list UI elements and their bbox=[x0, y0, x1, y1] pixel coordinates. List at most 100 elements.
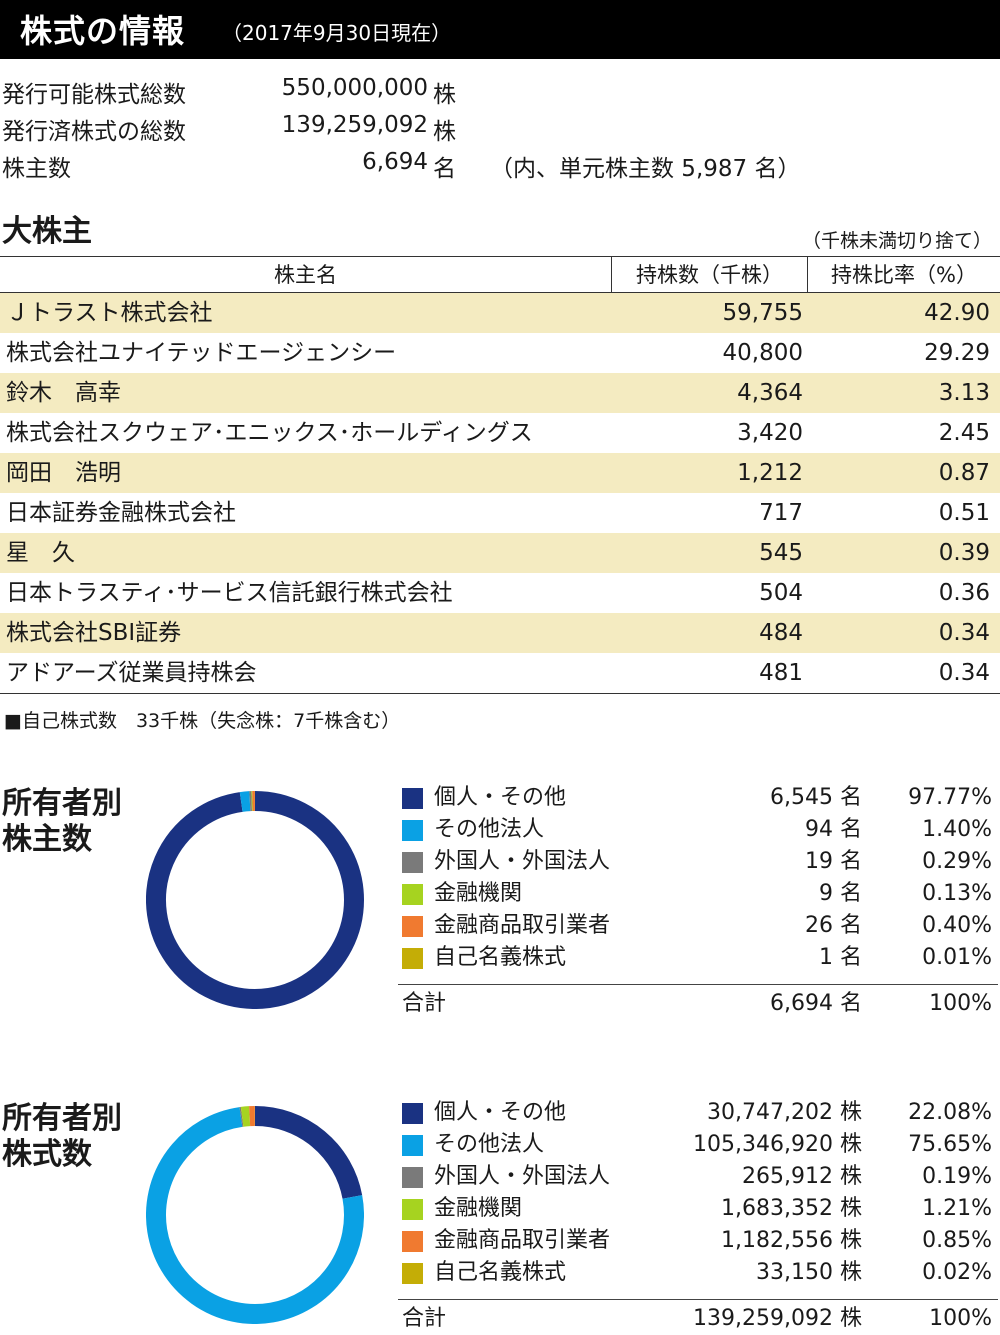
legend-percent: 0.85% bbox=[922, 1228, 992, 1253]
shareholder-name: 鈴木 高幸 bbox=[6, 380, 121, 406]
count-value: 30,747,202 bbox=[707, 1100, 833, 1125]
count-unit: 名 bbox=[839, 913, 862, 938]
legend-item: 外国人・外国法人 265,912 株 0.19% bbox=[398, 1161, 998, 1193]
count-unit: 名 bbox=[839, 817, 862, 842]
count-unit: 名 bbox=[839, 991, 862, 1016]
total-label: 合計 bbox=[402, 1306, 447, 1331]
legend-label: 個人・その他 bbox=[434, 1100, 567, 1125]
legend-swatch bbox=[402, 1103, 423, 1124]
shareholder-ratio: 0.34 bbox=[938, 660, 990, 686]
summary-note: （内、単元株主数 5,987 名） bbox=[490, 156, 801, 182]
summary-value: 6,694 bbox=[362, 149, 428, 175]
legend-item: 金融商品取引業者 1,182,556 株 0.85% bbox=[398, 1225, 998, 1257]
total-count: 139,259,092 株 bbox=[693, 1300, 862, 1335]
legend-swatch bbox=[402, 788, 423, 809]
count-value: 19 bbox=[804, 849, 833, 874]
shareholder-ratio: 0.34 bbox=[938, 620, 990, 646]
count-value: 6,545 bbox=[770, 785, 833, 810]
total-count: 6,694 名 bbox=[770, 985, 862, 1023]
legend-label: 自己名義株式 bbox=[434, 1260, 567, 1285]
shareholder-name: 株式会社スクウェア･エニックス･ホールディングス bbox=[6, 420, 533, 446]
summary-unit: 株 bbox=[433, 82, 456, 108]
summary-unit: 名 bbox=[433, 156, 456, 182]
legend-swatch bbox=[402, 916, 423, 937]
shareholder-shares: 1,212 bbox=[737, 460, 803, 486]
legend-percent: 75.65% bbox=[908, 1132, 992, 1157]
as-of-date: （2017年9月30日現在） bbox=[222, 21, 452, 45]
legend-count: 9 名 bbox=[819, 878, 862, 910]
shareholder-ratio: 0.39 bbox=[938, 540, 990, 566]
shareholder-ratio: 2.45 bbox=[938, 420, 990, 446]
legend-percent: 0.01% bbox=[922, 945, 992, 970]
shareholder-ratio: 0.87 bbox=[938, 460, 990, 486]
count-value: 1 bbox=[818, 945, 833, 970]
shareholder-shares: 481 bbox=[759, 660, 803, 686]
shareholder-shares: 59,755 bbox=[722, 300, 803, 326]
column-header-shares: 持株数（千株） bbox=[612, 257, 808, 293]
donut-slice bbox=[240, 1106, 251, 1127]
legend-item: 個人・その他 6,545 名 97.77% bbox=[398, 782, 998, 814]
shareholder-name: 星 久 bbox=[6, 540, 75, 566]
legend-count: 33,150 株 bbox=[756, 1257, 862, 1289]
legend-percent: 0.29% bbox=[922, 849, 992, 874]
count-unit: 名 bbox=[839, 945, 862, 970]
chart-title-line: 株主数 bbox=[2, 822, 92, 857]
donut-slice bbox=[239, 791, 251, 812]
major-shareholders-table: 株主名 持株数（千株） 持株比率（%） Ｊトラスト株式会社 59,755 42.90… bbox=[0, 256, 1000, 694]
shareholder-shares: 4,364 bbox=[737, 380, 803, 406]
legend-item: 金融機関 1,683,352 株 1.21% bbox=[398, 1193, 998, 1225]
chart-title-shares: 所有者別 株式数 bbox=[2, 1101, 122, 1173]
shareholder-shares: 3,420 bbox=[737, 420, 803, 446]
legend-item: 個人・その他 30,747,202 株 22.08% bbox=[398, 1097, 998, 1129]
legend-count: 26 名 bbox=[805, 910, 862, 942]
legend-percent: 1.40% bbox=[922, 817, 992, 842]
legend-total: 合計 6,694 名 100% bbox=[398, 984, 998, 1020]
count-unit: 株 bbox=[839, 1228, 862, 1253]
legend-swatch bbox=[402, 852, 423, 873]
legend-percent: 0.40% bbox=[922, 913, 992, 938]
summary-authorized-shares: 発行可能株式総数 550,000,000 株 bbox=[0, 75, 1000, 111]
treasury-stock-note: ■自己株式数 33千株（失念株：7千株含む） bbox=[4, 710, 401, 732]
count-value: 94 bbox=[804, 817, 833, 842]
table-row: 日本トラスティ･サービス信託銀行株式会社 504 0.36 bbox=[0, 573, 1000, 613]
shareholder-name: 株式会社ユナイテッドエージェンシー bbox=[6, 340, 397, 366]
table-header: 株主名 持株数（千株） 持株比率（%） bbox=[0, 256, 1000, 293]
count-value: 33,150 bbox=[756, 1260, 833, 1285]
legend-percent: 0.13% bbox=[922, 881, 992, 906]
page-title: 株式の情報 bbox=[20, 12, 186, 50]
count-unit: 名 bbox=[839, 849, 862, 874]
summary-shareholders: 株主数 6,694 名 （内、単元株主数 5,987 名） bbox=[0, 149, 1000, 185]
chart-title-shareholders: 所有者別 株主数 bbox=[2, 786, 122, 858]
summary-value: 550,000,000 bbox=[281, 75, 428, 101]
legend-percent: 97.77% bbox=[908, 785, 992, 810]
total-percent: 100% bbox=[929, 991, 992, 1016]
table-row: 鈴木 高幸 4,364 3.13 bbox=[0, 373, 1000, 413]
table-row: Ｊトラスト株式会社 59,755 42.90 bbox=[0, 293, 1000, 333]
table-bottom-rule bbox=[0, 693, 1000, 694]
summary-label: 発行済株式の総数 bbox=[2, 119, 186, 145]
legend-item: 自己名義株式 1 名 0.01% bbox=[398, 942, 998, 974]
legend-swatch bbox=[402, 820, 423, 841]
legend-label: 金融商品取引業者 bbox=[434, 913, 611, 938]
shareholder-name: 日本トラスティ･サービス信託銀行株式会社 bbox=[6, 580, 453, 606]
legend-swatch bbox=[402, 1231, 423, 1252]
table-row: 星 久 545 0.39 bbox=[0, 533, 1000, 573]
summary-unit: 株 bbox=[433, 119, 456, 145]
table-row: 日本証券金融株式会社 717 0.51 bbox=[0, 493, 1000, 533]
legend-percent: 0.02% bbox=[922, 1260, 992, 1285]
legend-item: 外国人・外国法人 19 名 0.29% bbox=[398, 846, 998, 878]
count-value: 265,912 bbox=[742, 1164, 833, 1189]
shareholder-ratio: 29.29 bbox=[924, 340, 990, 366]
table-body: Ｊトラスト株式会社 59,755 42.90 株式会社ユナイテッドエージェンシー 40,… bbox=[0, 293, 1000, 693]
count-value: 6,694 bbox=[770, 991, 833, 1016]
legend-count: 105,346,920 株 bbox=[693, 1129, 862, 1161]
count-value: 105,346,920 bbox=[693, 1132, 833, 1157]
count-unit: 株 bbox=[839, 1100, 862, 1125]
chart-title-line: 所有者別 bbox=[2, 1101, 122, 1136]
count-value: 1,182,556 bbox=[721, 1228, 833, 1253]
count-unit: 名 bbox=[839, 785, 862, 810]
legend-count: 6,545 名 bbox=[770, 782, 862, 814]
count-unit: 株 bbox=[839, 1306, 862, 1331]
legend-percent: 0.19% bbox=[922, 1164, 992, 1189]
legend-percent: 22.08% bbox=[908, 1100, 992, 1125]
